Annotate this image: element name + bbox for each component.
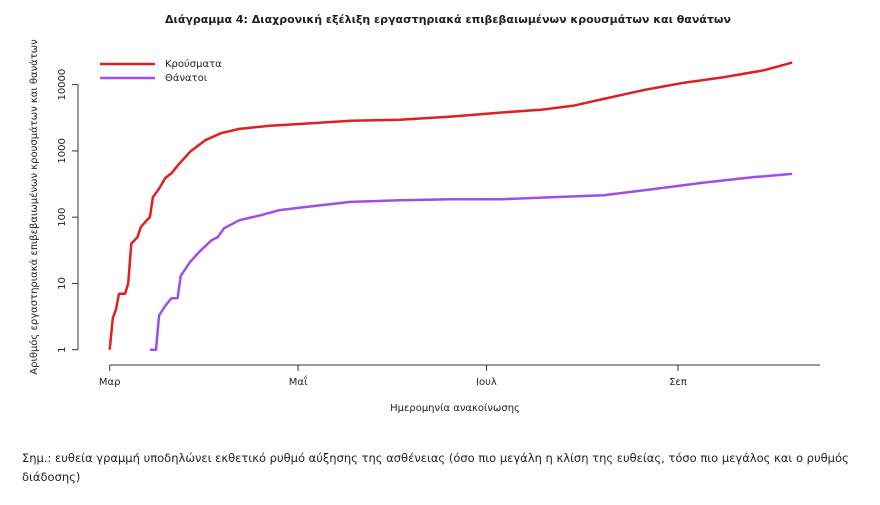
y-tick-label: 1000: [57, 138, 68, 163]
note: Σημ.: ευθεία γραμμή υποδηλώνει εκθετικό …: [22, 451, 849, 484]
series-line: [149, 172, 793, 351]
series-line: [108, 61, 793, 350]
y-tick-label: 100: [57, 208, 68, 227]
y-tick-label: 10000: [57, 69, 68, 101]
x-tick-label: Σεπ: [669, 377, 687, 388]
chart-title: Διάγραμμα 4: Διαχρονική εξέλιξη εργαστηρ…: [165, 13, 731, 26]
legend-label: Θάνατοι: [165, 72, 208, 84]
y-axis-label: Αριθμός εργαστηριακά επιβεβαιωμένων κρου…: [28, 39, 40, 375]
x-axis-label: Ημερομηνία ανακοίνωσης: [390, 402, 520, 414]
y-tick-label: 1: [57, 347, 68, 353]
y-tick-label: 10: [57, 277, 68, 290]
chart: Διάγραμμα 4: Διαχρονική εξέλιξη εργαστηρ…: [28, 13, 820, 414]
x-tick-label: Μαΐ: [289, 374, 308, 388]
x-tick-label: Ιουλ: [476, 377, 497, 388]
legend-label: Κρούσματα: [165, 58, 222, 70]
x-tick-label: Μαρ: [99, 377, 121, 388]
